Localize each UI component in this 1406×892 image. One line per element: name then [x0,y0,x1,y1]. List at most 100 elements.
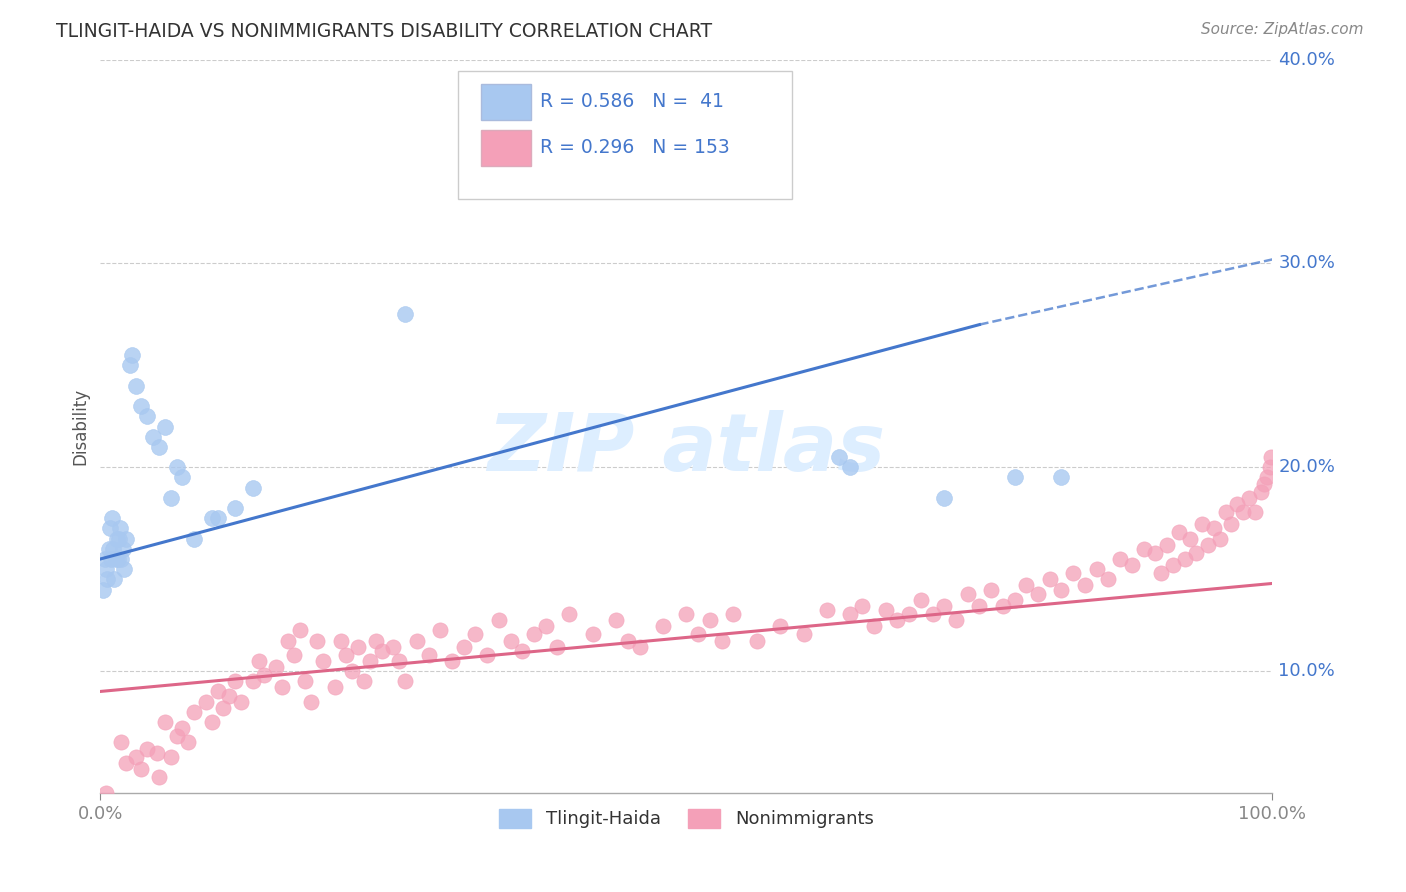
Point [1132,541,1154,556]
Point [172,721,194,735]
Point [1085,562,1108,576]
Point [148,440,170,454]
Text: Source: ZipAtlas.com: Source: ZipAtlas.com [1201,22,1364,37]
Point [159,749,181,764]
Point [242,674,264,689]
Point [675,607,697,621]
FancyBboxPatch shape [481,130,530,166]
Point [166,729,188,743]
Point [628,640,651,654]
Point [108,532,131,546]
Point [1244,505,1267,519]
Point [1191,517,1213,532]
Text: 40.0%: 40.0% [1278,51,1336,69]
Point [100,552,122,566]
Point [523,627,546,641]
Point [1109,552,1132,566]
Point [1197,538,1219,552]
Point [1050,470,1073,484]
Point [118,359,141,373]
Point [793,627,815,641]
Point [863,619,886,633]
Point [207,511,229,525]
Point [382,640,405,654]
Point [1074,578,1097,592]
Point [201,714,224,729]
Point [1258,460,1281,475]
Point [172,470,194,484]
Point [769,619,792,633]
Point [1232,505,1254,519]
Point [94,552,117,566]
Point [839,460,862,475]
Point [1220,517,1243,532]
Point [1260,450,1282,464]
Point [359,654,381,668]
FancyBboxPatch shape [481,84,530,120]
Point [253,668,276,682]
Point [921,607,943,621]
Point [110,735,132,749]
Text: ZIP atlas: ZIP atlas [488,409,886,488]
Point [488,613,510,627]
Point [111,541,134,556]
Point [136,741,159,756]
Point [224,674,246,689]
Point [510,643,533,657]
Text: TLINGIT-HAIDA VS NONIMMIGRANTS DISABILITY CORRELATION CHART: TLINGIT-HAIDA VS NONIMMIGRANTS DISABILIT… [56,22,713,41]
Point [723,607,745,621]
Point [247,654,270,668]
Point [153,419,176,434]
Point [475,648,498,662]
Point [534,619,557,633]
Point [97,541,120,556]
Point [242,481,264,495]
Point [1050,582,1073,597]
Point [115,756,138,770]
Point [353,674,375,689]
Point [364,633,387,648]
Point [294,674,316,689]
Point [142,430,165,444]
Point [112,562,135,576]
Point [207,684,229,698]
Point [370,643,392,657]
Point [617,633,640,648]
Point [418,648,440,662]
Point [1185,546,1208,560]
Point [991,599,1014,613]
Text: 10.0%: 10.0% [1278,662,1336,680]
Point [1161,558,1184,573]
Point [875,603,897,617]
Point [96,786,118,800]
Text: 20.0%: 20.0% [1278,458,1336,476]
Legend: Tlingit-Haida, Nonimmigrants: Tlingit-Haida, Nonimmigrants [492,802,882,836]
Point [839,607,862,621]
Point [699,613,721,627]
Point [1180,532,1202,546]
Point [898,607,921,621]
Point [429,624,451,638]
Point [347,640,370,654]
Point [1026,587,1049,601]
Point [264,660,287,674]
Point [558,607,581,621]
Point [1121,558,1143,573]
Point [934,599,956,613]
Point [96,573,118,587]
Point [335,648,357,662]
Point [1256,470,1278,484]
Point [1062,566,1084,581]
Point [107,552,129,566]
Point [1167,525,1189,540]
Point [1039,573,1062,587]
Point [96,562,118,576]
Point [1015,578,1038,592]
Point [212,700,235,714]
Point [910,592,932,607]
Point [1208,532,1230,546]
Point [153,714,176,729]
FancyBboxPatch shape [458,70,792,199]
Text: R = 0.586   N =  41: R = 0.586 N = 41 [540,92,724,111]
Point [342,664,364,678]
